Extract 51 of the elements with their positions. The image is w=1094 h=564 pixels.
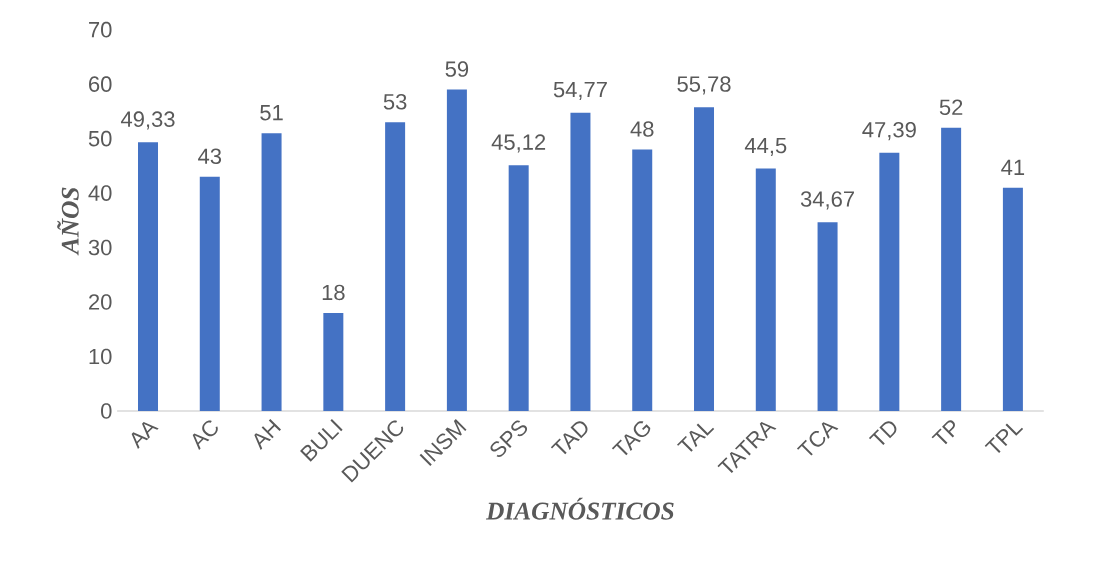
x-tick-label: TAL: [676, 423, 715, 452]
bar: [261, 133, 282, 411]
bar: [385, 122, 406, 411]
y-tick-label: 40: [88, 185, 112, 201]
data-label: 41: [1001, 159, 1025, 175]
bar: [879, 152, 900, 411]
bar: [817, 222, 838, 411]
bar: [694, 107, 715, 411]
y-tick-label: 70: [89, 21, 112, 38]
data-label: 55,78: [677, 76, 731, 95]
data-label: 49,33: [120, 111, 175, 130]
bar: [508, 165, 529, 411]
x-tick-label: TCA: [796, 422, 839, 456]
bar: [138, 142, 159, 411]
data-label: 53: [383, 93, 407, 110]
bar: [632, 149, 653, 411]
bar: [446, 89, 467, 411]
data-label: 47,39: [862, 121, 916, 141]
bar: [323, 312, 344, 411]
data-label: 52: [939, 99, 963, 115]
bar: [755, 168, 776, 411]
x-tick-label: AH: [254, 418, 281, 450]
x-axis-title: DIAGNÓSTICOS: [485, 497, 674, 520]
x-tick-label: TPL: [984, 423, 1024, 453]
y-tick-label: 30: [88, 239, 112, 256]
bar: [570, 112, 591, 411]
y-tick-label: 10: [89, 348, 112, 365]
x-tick-label: SPS: [490, 420, 528, 458]
data-label: 34,67: [800, 191, 854, 210]
data-label: 44,5: [744, 137, 787, 156]
data-label: 45,12: [491, 134, 546, 153]
data-label: 18: [322, 284, 345, 301]
x-tick-label: TAG: [611, 421, 651, 456]
x-tick-label: TP: [931, 420, 955, 445]
bar: [941, 127, 962, 411]
y-axis-title: AÑOS: [57, 187, 79, 256]
data-label: 54,77: [553, 81, 607, 100]
x-tick-label: AA: [131, 421, 159, 450]
bar: [1002, 187, 1023, 411]
data-label: 48: [630, 121, 654, 137]
data-label: 51: [260, 105, 283, 121]
x-tick-label: AC: [192, 420, 218, 451]
x-tick-label: TD: [868, 421, 897, 446]
data-label: 59: [445, 61, 469, 77]
data-label: 43: [198, 148, 222, 165]
x-tick-label: TAD: [550, 421, 588, 455]
y-tick-label: 20: [89, 294, 112, 310]
y-tick-label: 60: [89, 76, 112, 92]
bar: [199, 176, 220, 411]
y-tick-label: 50: [88, 130, 112, 147]
y-tick-label: 0: [101, 403, 112, 419]
